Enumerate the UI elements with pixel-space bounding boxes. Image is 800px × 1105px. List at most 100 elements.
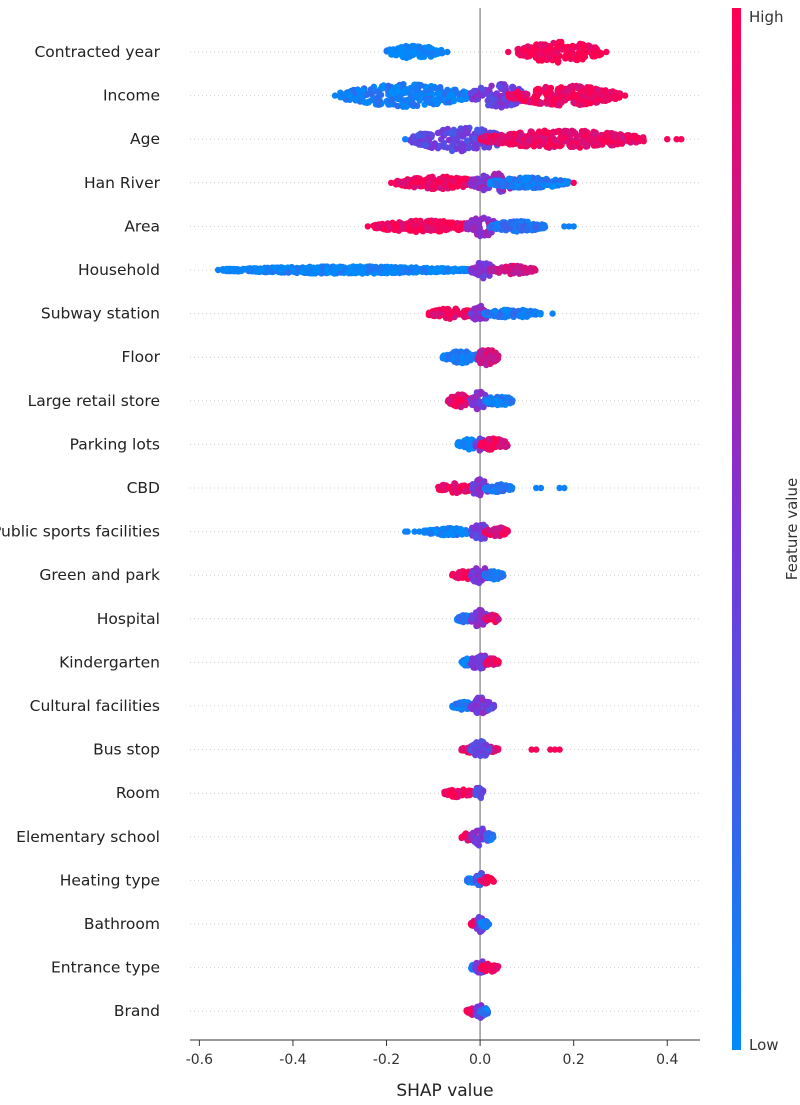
shap-point xyxy=(373,96,381,104)
shap-point xyxy=(589,94,596,101)
shap-point xyxy=(501,221,508,228)
shap-point xyxy=(436,89,443,97)
shap-point xyxy=(502,263,510,270)
shap-point xyxy=(619,134,626,141)
shap-point xyxy=(483,741,490,749)
shap-point xyxy=(456,569,463,576)
shap-point xyxy=(489,526,496,534)
shap-point xyxy=(603,132,611,139)
shap-point xyxy=(503,102,510,109)
shap-point xyxy=(456,396,464,403)
shap-point xyxy=(445,484,453,491)
shap-point xyxy=(562,134,569,142)
shap-point xyxy=(502,483,510,491)
shap-point xyxy=(399,52,406,59)
shap-point xyxy=(595,87,602,94)
shap-point xyxy=(382,225,389,233)
shap-point xyxy=(549,101,557,108)
shap-point xyxy=(444,226,451,233)
shap-point xyxy=(575,95,583,103)
shap-point xyxy=(612,131,619,138)
shap-point xyxy=(602,97,609,104)
shap-point xyxy=(591,44,598,52)
shap-point xyxy=(523,313,530,320)
shap-point xyxy=(485,86,493,94)
shap-point xyxy=(495,443,503,450)
shap-point xyxy=(485,102,492,109)
shap-point xyxy=(425,98,432,105)
shap-point xyxy=(454,353,461,360)
shap-point xyxy=(432,527,440,535)
shap-point xyxy=(271,264,278,271)
shap-point xyxy=(535,184,542,191)
shap-point xyxy=(380,269,388,277)
shap-point xyxy=(393,83,400,91)
shap-point xyxy=(469,179,477,187)
shap-point xyxy=(551,136,558,143)
shap-point xyxy=(495,525,503,533)
shap-point xyxy=(452,267,459,274)
shap-point xyxy=(608,138,615,145)
shap-point xyxy=(417,219,424,226)
shap-point xyxy=(475,576,482,583)
shap-point xyxy=(474,567,482,574)
shap-point xyxy=(491,170,498,178)
shap-point xyxy=(299,268,306,275)
shap-point xyxy=(363,91,371,98)
shap-point xyxy=(481,529,488,536)
shap-point xyxy=(547,49,555,57)
shap-point xyxy=(431,143,438,150)
shap-point xyxy=(515,137,522,144)
shap-point xyxy=(496,398,504,405)
shap-point xyxy=(558,38,565,46)
shap-point xyxy=(586,134,594,142)
shap-point xyxy=(474,218,482,226)
shap-point xyxy=(431,219,439,226)
shap-point xyxy=(473,708,480,716)
shap-point xyxy=(465,144,472,152)
shap-point xyxy=(501,95,508,103)
shap-point xyxy=(413,269,420,276)
shap-point xyxy=(233,266,240,274)
shap-point xyxy=(498,104,505,111)
shap-point xyxy=(494,223,501,231)
shap-point xyxy=(462,401,469,409)
shap-point xyxy=(508,101,515,109)
shap-point xyxy=(584,90,592,98)
shap-point xyxy=(476,390,484,398)
shap-point xyxy=(346,92,353,99)
shap-point xyxy=(456,131,463,138)
shap-point xyxy=(561,127,568,134)
shap-point xyxy=(423,224,430,231)
shap-point xyxy=(408,220,415,227)
shap-point xyxy=(404,528,411,535)
shap-point xyxy=(352,269,360,277)
shap-point xyxy=(520,46,527,54)
shap-point xyxy=(458,140,465,147)
shap-point xyxy=(440,481,447,489)
shap-point xyxy=(535,128,543,135)
shap-point xyxy=(410,101,417,108)
shap-point xyxy=(561,484,568,492)
shap-point xyxy=(664,136,671,143)
shap-point xyxy=(476,225,483,232)
shap-point xyxy=(446,308,453,316)
shap-point xyxy=(419,182,426,190)
shap-point xyxy=(471,135,479,142)
shap-point xyxy=(437,84,444,91)
shap-point xyxy=(615,90,622,97)
shap-point xyxy=(358,92,365,100)
shap-point xyxy=(508,183,516,190)
shap-point xyxy=(544,181,551,188)
shap-point xyxy=(531,50,539,57)
shap-point xyxy=(413,94,420,101)
shap-point xyxy=(499,179,506,186)
shap-point xyxy=(468,485,476,492)
shap-point xyxy=(489,356,497,363)
shap-point xyxy=(458,833,466,841)
shap-point xyxy=(455,616,463,623)
shap-point xyxy=(389,269,396,276)
shap-point xyxy=(544,176,551,184)
shap-point xyxy=(587,99,594,107)
shap-point xyxy=(403,180,410,187)
